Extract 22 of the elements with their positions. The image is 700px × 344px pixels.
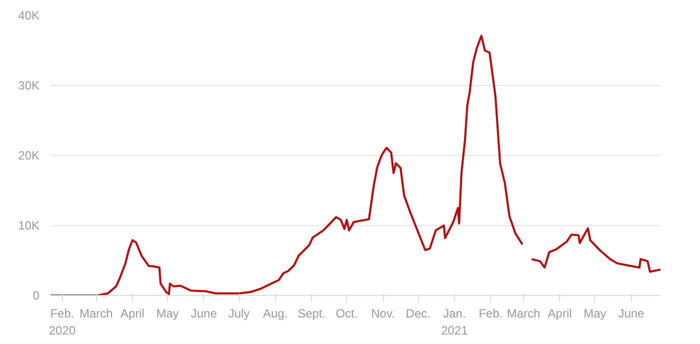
x-tick-label: Oct. xyxy=(336,306,358,320)
y-tick-label: 40K xyxy=(18,8,40,22)
x-tick-label: March xyxy=(79,306,113,320)
y-tick-label: 30K xyxy=(18,78,40,92)
x-tick-label: March xyxy=(506,306,540,320)
x-tick-label: Dec. xyxy=(406,306,430,320)
x-tick-label: Sept. xyxy=(298,306,326,320)
y-tick-label: 10K xyxy=(18,218,40,232)
y-tick-label: 0 xyxy=(32,288,40,302)
x-tick-label: Feb. xyxy=(478,306,503,320)
x-tick-label: May xyxy=(156,306,179,320)
x-tick-label: Nov. xyxy=(371,306,395,320)
x-tick-label: July xyxy=(228,306,250,320)
x-tick-label: June xyxy=(618,306,645,320)
y-tick-label: 20K xyxy=(18,148,40,162)
x-tick-label: Jan. 2021 xyxy=(441,306,468,338)
x-tick-label: Aug. xyxy=(262,306,288,320)
x-tick-label: May xyxy=(584,306,606,320)
x-tick-label: April xyxy=(120,306,144,320)
x-tick-label: June xyxy=(190,306,218,320)
x-tick-label: April xyxy=(548,306,572,320)
x-tick-label: Feb. 2020 xyxy=(48,306,76,338)
